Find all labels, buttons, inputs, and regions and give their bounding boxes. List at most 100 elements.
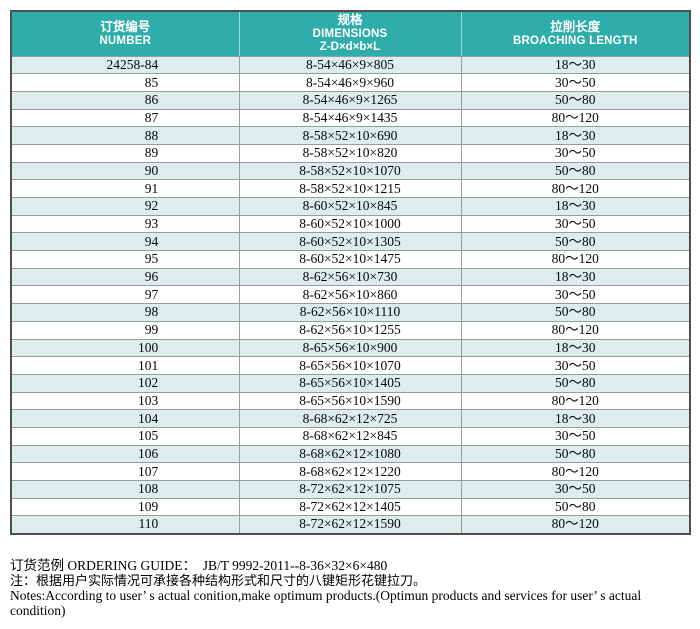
order-number-cell: 97 xyxy=(10,285,240,305)
broaching-length-cell: 30～50 xyxy=(460,480,691,499)
dimensions-cell: 8-62×56×10×860 xyxy=(238,285,462,305)
broaching-length-cell: 80～120 xyxy=(460,250,691,269)
dimensions-cell: 8-54×46×9×1435 xyxy=(238,108,462,128)
dimensions-cell: 8-65×56×10×1590 xyxy=(238,391,462,411)
order-number-value: 104 xyxy=(138,410,159,426)
dimensions-cell: 8-72×62×12×1075 xyxy=(238,480,462,499)
order-number-value: 103 xyxy=(138,392,159,408)
table-row: 86 8-54×46×9×1265 50～80 xyxy=(10,90,691,110)
order-number-cell: 24258-84 xyxy=(10,55,240,75)
broaching-length-cell: 18～30 xyxy=(460,55,691,75)
order-number-value: 108 xyxy=(138,481,159,497)
broaching-length-cell: 50～80 xyxy=(460,161,691,181)
order-number-cell: 101 xyxy=(10,356,240,375)
col-header-number-zh: 订货编号 xyxy=(100,19,151,34)
note-en-line: Notes:According to user’ s actual coniti… xyxy=(10,588,645,618)
order-number-value: 87 xyxy=(144,109,159,125)
dimensions-cell: 8-60×52×10×1000 xyxy=(238,214,462,234)
order-number-cell: 96 xyxy=(10,267,240,287)
broaching-length-cell: 30～50 xyxy=(460,143,691,163)
dimensions-cell: 8-54×46×9×960 xyxy=(238,73,462,92)
order-number-cell: 92 xyxy=(10,197,240,216)
table-row: 93 8-60×52×10×1000 30～50 xyxy=(10,214,691,234)
table-row: 99 8-62×56×10×1255 80～120 xyxy=(10,320,691,340)
dimensions-cell: 8-68×62×12×725 xyxy=(238,409,462,428)
order-number-value: 95 xyxy=(144,251,159,267)
order-number-cell: 108 xyxy=(10,480,240,499)
table-row: 101 8-65×56×10×1070 30～50 xyxy=(10,356,691,375)
broaching-length-cell: 50～80 xyxy=(460,444,691,464)
order-number-value: 101 xyxy=(138,357,159,373)
broaching-length-cell: 50～80 xyxy=(460,232,691,252)
order-number-cell: 103 xyxy=(10,391,240,411)
broaching-length-cell: 18～30 xyxy=(460,126,691,145)
table-row: 95 8-60×52×10×1475 80～120 xyxy=(10,250,691,269)
note-zh-line: 注：根据用户实际情况可承接各种结构形式和尺寸的八键矩形花键拉刀。 xyxy=(10,573,427,588)
dimensions-cell: 8-58×52×10×1070 xyxy=(238,161,462,181)
table-row: 91 8-58×52×10×1215 80～120 xyxy=(10,179,691,198)
table-row: 103 8-65×56×10×1590 80～120 xyxy=(10,391,691,411)
broaching-length-cell: 80～120 xyxy=(460,391,691,411)
order-number-cell: 89 xyxy=(10,143,240,163)
broaching-length-cell: 30～50 xyxy=(460,285,691,305)
order-number-value: 90 xyxy=(144,162,159,178)
broaching-length-cell: 50～80 xyxy=(460,303,691,322)
order-number-value: 85 xyxy=(144,74,159,90)
dimensions-cell: 8-68×62×12×845 xyxy=(238,426,462,446)
table-row: 105 8-68×62×12×845 30～50 xyxy=(10,426,691,446)
order-number-value: 106 xyxy=(138,445,159,461)
order-number-value: 91 xyxy=(144,180,159,196)
col-header-dimensions-formula: Z-D×d×b×L xyxy=(319,41,381,54)
dimensions-cell: 8-62×56×10×1255 xyxy=(238,320,462,340)
order-number-value: 98 xyxy=(144,304,159,320)
table-row: 107 8-68×62×12×1220 80～120 xyxy=(10,462,691,481)
dimensions-cell: 8-58×52×10×820 xyxy=(238,143,462,163)
col-header-dimensions-en: DIMENSIONS xyxy=(312,28,388,41)
order-number-value: 100 xyxy=(138,339,159,355)
table-header: 订货编号 NUMBER 规格 DIMENSIONS Z-D×d×b×L 拉削长度… xyxy=(11,11,690,57)
broaching-length-cell: 18～30 xyxy=(460,409,691,428)
table-body: 24258-84 8-54×46×9×805 18～30 85 8-54×46×9×96… xyxy=(10,55,691,535)
dimensions-cell: 8-65×56×10×900 xyxy=(238,338,462,358)
order-number-cell: 98 xyxy=(10,303,240,322)
dimensions-cell: 8-60×52×10×1305 xyxy=(238,232,462,252)
table-row: 96 8-62×56×10×730 18～30 xyxy=(10,267,691,287)
broaching-length-cell: 18～30 xyxy=(460,267,691,287)
col-header-dimensions-zh: 规格 xyxy=(337,13,363,28)
broaching-length-cell: 50～80 xyxy=(460,497,691,517)
order-number-cell: 87 xyxy=(10,108,240,128)
dimensions-cell: 8-54×46×9×805 xyxy=(238,55,462,75)
table-row: 90 8-58×52×10×1070 50～80 xyxy=(10,161,691,181)
order-number-cell: 106 xyxy=(10,444,240,464)
table-row: 97 8-62×56×10×860 30～50 xyxy=(10,285,691,305)
table-row: 24258-84 8-54×46×9×805 18～30 xyxy=(10,55,691,75)
col-header-broaching-length: 拉削长度 BROACHING LENGTH xyxy=(461,11,690,57)
order-number-value: 99 xyxy=(144,322,159,338)
order-number-value: 86 xyxy=(144,92,159,108)
dimensions-cell: 8-65×56×10×1070 xyxy=(238,356,462,375)
order-number-value: 94 xyxy=(144,233,159,249)
broaching-length-cell: 30～50 xyxy=(460,356,691,375)
broaching-length-cell: 18～30 xyxy=(460,338,691,358)
table-row: 108 8-72×62×12×1075 30～50 xyxy=(10,480,691,499)
table-row: 88 8-58×52×10×690 18～30 xyxy=(10,126,691,145)
table-row: 104 8-68×62×12×725 18～30 xyxy=(10,409,691,428)
dimensions-cell: 8-68×62×12×1220 xyxy=(238,462,462,481)
order-number-cell: 91 xyxy=(10,179,240,198)
order-number-cell: 107 xyxy=(10,462,240,481)
order-number-cell: 88 xyxy=(10,126,240,145)
broaching-length-cell: 80～120 xyxy=(460,108,691,128)
broaching-length-cell: 30～50 xyxy=(460,426,691,446)
col-header-dimensions: 规格 DIMENSIONS Z-D×d×b×L xyxy=(239,11,462,57)
footer-notes: 订货范例 ORDERING GUIDE： JB/T 9992-2011--8-3… xyxy=(10,558,695,618)
table-row: 94 8-60×52×10×1305 50～80 xyxy=(10,232,691,252)
dimensions-cell: 8-54×46×9×1265 xyxy=(238,90,462,110)
order-number-cell: 95 xyxy=(10,250,240,269)
dimensions-cell: 8-65×56×10×1405 xyxy=(238,373,462,393)
col-header-broaching-length-en: BROACHING LENGTH xyxy=(512,34,638,47)
dimensions-cell: 8-68×62×12×1080 xyxy=(238,444,462,464)
broaching-length-cell: 18～30 xyxy=(460,197,691,216)
ordering-guide-line: 订货范例 ORDERING GUIDE： JB/T 9992-2011--8-3… xyxy=(10,558,388,573)
dimensions-cell: 8-72×62×12×1405 xyxy=(238,497,462,517)
order-number-cell: 104 xyxy=(10,409,240,428)
